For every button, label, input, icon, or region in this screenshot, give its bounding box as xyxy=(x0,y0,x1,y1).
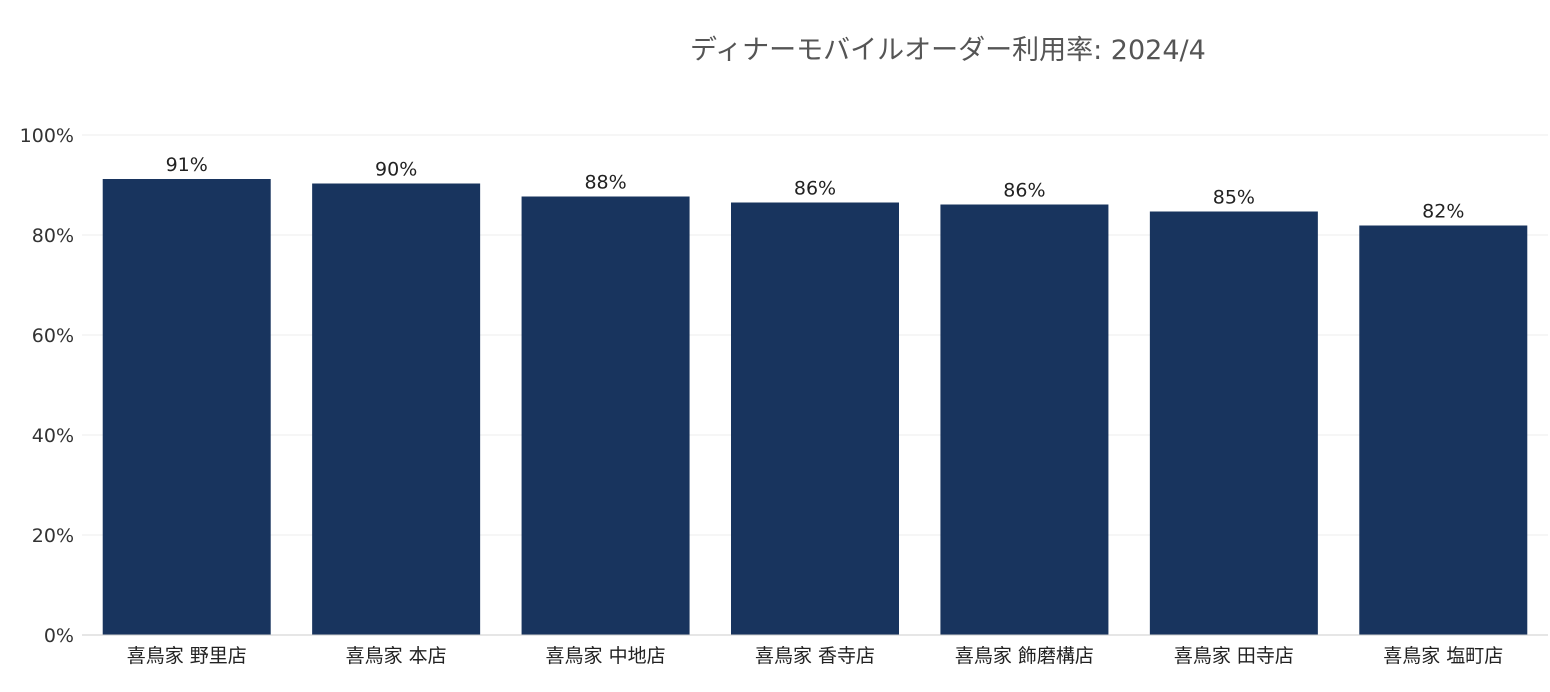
data-label: 90% xyxy=(375,159,417,181)
x-tick-label: 喜鳥家 香寺店 xyxy=(755,645,875,667)
bar xyxy=(1359,225,1528,635)
x-tick-label: 喜鳥家 飾磨構店 xyxy=(955,645,1094,667)
x-tick-label: 喜鳥家 本店 xyxy=(346,645,447,667)
x-tick-label: 喜鳥家 野里店 xyxy=(127,645,247,667)
y-tick-label: 60% xyxy=(32,325,74,347)
data-label: 82% xyxy=(1422,201,1464,223)
y-tick-label: 40% xyxy=(32,425,74,447)
data-label: 86% xyxy=(1003,180,1045,202)
x-tick-label: 喜鳥家 塩町店 xyxy=(1383,645,1503,667)
x-axis-labels: 喜鳥家 野里店 喜鳥家 本店 喜鳥家 中地店 喜鳥家 香寺店 喜鳥家 飾磨構店 喜鳥家 田… xyxy=(127,645,1504,667)
bar xyxy=(312,183,481,635)
bar xyxy=(940,204,1109,635)
bar xyxy=(1149,211,1318,635)
data-label: 86% xyxy=(794,178,836,200)
data-labels: 91% 90% 88% 86% 86% 85% 82% xyxy=(166,154,1465,223)
y-tick-label: 100% xyxy=(20,125,74,147)
chart-title: ディナーモバイルオーダー利用率: 2024/4 xyxy=(690,35,1206,66)
bar xyxy=(521,196,690,635)
y-tick-label: 20% xyxy=(32,525,74,547)
bars xyxy=(102,179,1528,635)
x-tick-label: 喜鳥家 中地店 xyxy=(546,645,666,667)
bar xyxy=(102,179,271,635)
data-label: 88% xyxy=(584,172,626,194)
bar xyxy=(731,202,899,635)
data-label: 85% xyxy=(1213,187,1255,209)
y-tick-label: 80% xyxy=(32,225,74,247)
x-tick-label: 喜鳥家 田寺店 xyxy=(1174,645,1294,667)
y-tick-label: 0% xyxy=(44,625,74,647)
data-label: 91% xyxy=(166,154,208,176)
y-axis-ticks: 0% 20% 40% 60% 80% 100% xyxy=(20,125,74,647)
